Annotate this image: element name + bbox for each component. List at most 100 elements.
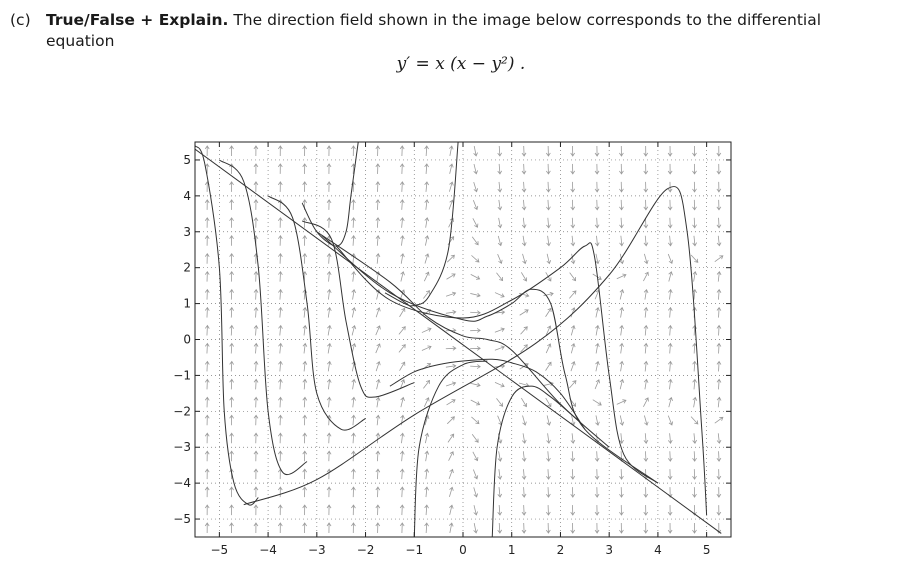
slope-arrow	[546, 523, 551, 534]
slope-arrow	[449, 181, 454, 192]
slope-arrow	[229, 522, 234, 534]
slope-arrow	[421, 345, 432, 351]
slope-arrow	[570, 469, 576, 480]
slope-arrow	[667, 342, 673, 354]
slope-arrow	[424, 181, 429, 192]
slope-arrow	[570, 235, 576, 247]
slope-arrow	[619, 433, 624, 444]
slope-arrow	[278, 306, 283, 318]
y-tick-label: −1	[173, 368, 191, 382]
slope-arrow	[570, 253, 576, 265]
slope-arrow	[375, 522, 381, 534]
slope-arrow	[253, 432, 259, 444]
slope-arrow	[229, 486, 234, 498]
slope-arrow	[545, 361, 552, 371]
slope-arrow	[470, 399, 481, 406]
slope-arrow	[619, 199, 624, 211]
slope-arrow	[644, 253, 649, 265]
slope-arrow	[595, 253, 600, 265]
slope-arrow	[326, 468, 332, 480]
slope-arrow	[351, 504, 356, 516]
slope-arrow	[716, 270, 722, 282]
slope-arrow	[424, 468, 430, 480]
slope-arrow	[253, 360, 259, 372]
slope-arrow	[351, 522, 356, 534]
slope-arrow	[278, 414, 283, 426]
slope-arrow	[667, 433, 673, 444]
slope-arrow	[716, 360, 722, 372]
slope-arrow	[497, 145, 503, 157]
slope-arrow	[594, 523, 600, 534]
slope-arrow	[643, 324, 649, 336]
slope-arrow	[351, 378, 357, 390]
slope-arrow	[667, 306, 673, 318]
slope-arrow	[668, 271, 673, 282]
slope-arrow	[278, 270, 283, 282]
slope-arrow	[253, 450, 259, 462]
slope-arrow	[399, 199, 405, 210]
slope-arrow	[204, 504, 210, 516]
slope-arrow	[424, 522, 429, 534]
solution-curve-6	[301, 220, 415, 398]
x-tick-label: 1	[508, 543, 516, 557]
x-tick-label: −3	[308, 543, 326, 557]
slope-arrow	[302, 396, 308, 408]
slope-arrow	[229, 217, 234, 228]
slope-arrow	[692, 199, 697, 211]
slope-arrow	[643, 505, 649, 516]
slope-arrow	[594, 379, 601, 390]
slope-arrow	[445, 346, 457, 351]
slope-arrow	[494, 345, 505, 351]
slope-arrow	[375, 217, 381, 228]
slope-arrow	[692, 451, 697, 462]
slope-arrow	[667, 469, 673, 480]
slope-arrow	[229, 360, 234, 372]
slope-arrow	[400, 396, 405, 408]
slope-arrow	[692, 487, 697, 498]
slope-arrow	[351, 270, 356, 282]
x-tick-label: 0	[459, 543, 467, 557]
slope-arrow	[569, 290, 577, 299]
slope-arrow	[229, 252, 234, 264]
slope-arrow	[643, 288, 649, 300]
slope-arrow	[204, 324, 210, 336]
slope-arrow	[375, 414, 381, 426]
slope-arrow	[494, 327, 505, 333]
slope-arrow	[714, 255, 724, 262]
slope-arrow	[595, 306, 600, 318]
slope-arrow	[375, 361, 381, 372]
slope-arrow	[375, 181, 381, 192]
slope-arrow	[375, 325, 381, 336]
slope-arrow	[667, 235, 673, 247]
slope-arrow	[521, 163, 527, 175]
slope-arrow	[667, 451, 673, 462]
slope-arrow	[302, 324, 308, 336]
slope-arrow	[277, 145, 283, 156]
slope-arrow	[326, 486, 332, 498]
slope-arrow	[520, 397, 528, 408]
slope-arrow	[375, 396, 381, 408]
slope-arrow	[667, 199, 673, 211]
slope-arrow	[716, 396, 722, 408]
slope-arrow	[400, 235, 405, 246]
slope-arrow	[253, 342, 259, 354]
slope-arrow	[448, 451, 454, 461]
slope-arrow	[692, 396, 698, 408]
slope-arrow	[424, 163, 429, 174]
slope-arrow	[277, 504, 283, 516]
slope-arrow	[716, 163, 722, 175]
slope-arrow	[692, 181, 697, 193]
slope-arrow	[253, 163, 259, 174]
slope-arrow	[400, 271, 405, 282]
slope-arrow	[570, 217, 576, 229]
slope-arrow	[667, 324, 673, 336]
slope-arrow	[716, 505, 722, 516]
slope-arrow	[204, 163, 210, 174]
slope-arrow	[204, 252, 210, 264]
slope-arrow	[326, 432, 332, 444]
slope-arrow	[667, 217, 673, 229]
slope-arrow	[690, 416, 699, 425]
slope-arrow	[421, 327, 432, 333]
slope-arrow	[424, 432, 430, 444]
slope-arrow	[716, 217, 722, 229]
